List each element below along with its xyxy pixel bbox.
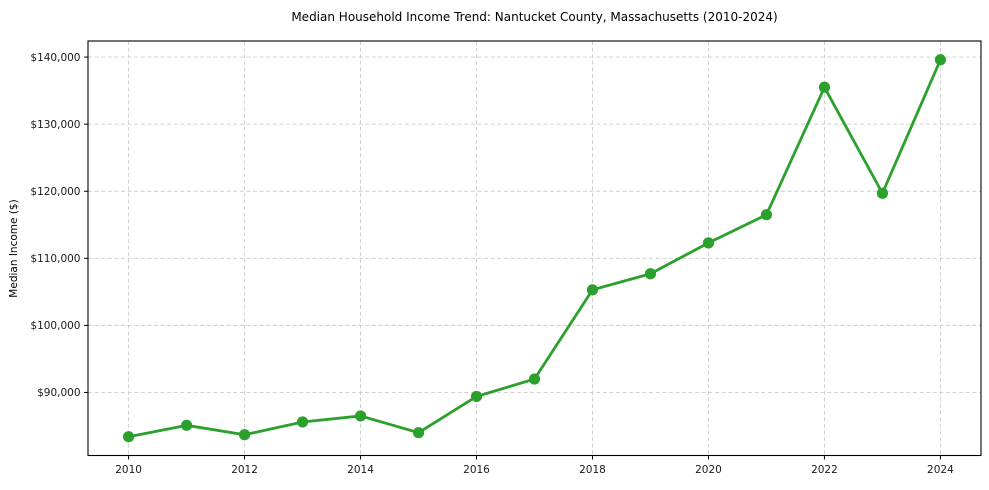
y-tick-label: $100,000 — [30, 320, 80, 332]
x-tick-label: 2012 — [231, 464, 258, 476]
data-point-marker — [528, 373, 541, 385]
x-tick-label: 2024 — [927, 464, 954, 476]
plot-border — [87, 40, 982, 457]
data-point-marker — [470, 390, 483, 403]
axis-labels: $90,000 $100,000 $110,000 $120,000 $130,000 $… — [30, 52, 954, 476]
y-tick-label: $140,000 — [30, 52, 80, 64]
data-point-marker — [412, 427, 425, 439]
y-tick-label: $120,000 — [30, 186, 80, 198]
data-point-marker — [354, 410, 367, 422]
x-tick-label: 2014 — [347, 464, 374, 476]
data-point-marker — [702, 237, 715, 249]
x-tick-label: 2010 — [115, 464, 142, 476]
chart-title: Median Household Income Trend: Nantucket… — [291, 10, 777, 24]
x-tick-label: 2020 — [695, 464, 722, 476]
y-tick-label: $130,000 — [30, 119, 80, 131]
data-point-marker — [122, 431, 135, 443]
data-point-marker — [296, 416, 309, 428]
axes — [84, 40, 982, 460]
data-point-marker — [644, 268, 657, 280]
data-point-marker — [586, 284, 599, 296]
gridlines — [88, 41, 981, 456]
y-tick-label: $110,000 — [30, 253, 80, 265]
data-point-marker — [876, 187, 889, 199]
data-point-marker — [818, 81, 831, 93]
data-point-marker — [180, 419, 193, 431]
data-point-marker — [760, 209, 773, 221]
data-point-marker — [238, 429, 251, 441]
x-tick-label: 2022 — [811, 464, 838, 476]
x-tick-label: 2016 — [463, 464, 490, 476]
x-tick-label: 2018 — [579, 464, 606, 476]
y-tick-label: $90,000 — [37, 387, 80, 399]
y-axis-label: Median Income ($) — [8, 199, 20, 297]
trend-series — [122, 54, 947, 443]
data-point-marker — [934, 54, 947, 66]
